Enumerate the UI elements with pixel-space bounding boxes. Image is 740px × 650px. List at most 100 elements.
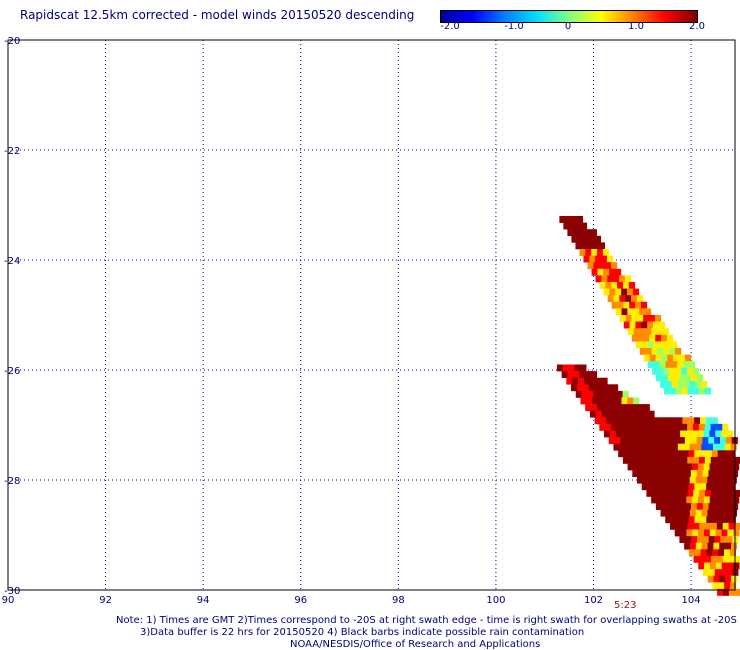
wind-difference-cell bbox=[708, 536, 715, 543]
wind-difference-cell bbox=[588, 235, 596, 243]
wind-difference-cell bbox=[594, 235, 602, 243]
wind-difference-cell bbox=[682, 417, 689, 425]
wind-difference-cell bbox=[697, 430, 704, 438]
wind-difference-cell bbox=[701, 476, 708, 484]
wind-difference-cell bbox=[641, 417, 648, 425]
wind-difference-cell bbox=[607, 275, 614, 283]
wind-difference-cell bbox=[653, 321, 660, 329]
wind-difference-cell bbox=[643, 354, 651, 362]
wind-difference-cell bbox=[721, 562, 728, 570]
wind-difference-cell bbox=[684, 354, 692, 362]
wind-difference-cell bbox=[606, 384, 613, 392]
wind-difference-cell bbox=[711, 483, 719, 491]
wind-difference-cell bbox=[660, 509, 667, 517]
wind-difference-cell bbox=[657, 423, 665, 431]
wind-difference-cell bbox=[593, 390, 600, 398]
wind-difference-cell bbox=[675, 489, 682, 497]
wind-difference-cell bbox=[636, 443, 644, 451]
wind-difference-cell bbox=[713, 509, 720, 517]
wind-difference-cell bbox=[679, 374, 686, 382]
wind-difference-cell bbox=[572, 377, 579, 385]
wind-difference-cell bbox=[689, 381, 696, 388]
wind-difference-cell bbox=[627, 288, 634, 296]
wind-difference-cell bbox=[608, 437, 615, 444]
wind-difference-cell bbox=[612, 384, 619, 392]
wind-difference-cell bbox=[696, 470, 703, 477]
wind-difference-cell bbox=[638, 437, 645, 444]
wind-difference-cell bbox=[585, 371, 592, 378]
wind-difference-cell bbox=[635, 450, 642, 458]
wind-difference-cell bbox=[576, 216, 584, 223]
wind-difference-cell bbox=[718, 549, 725, 557]
wind-difference-cell bbox=[625, 315, 632, 322]
wind-difference-cell bbox=[715, 529, 722, 537]
footer-note-line1: Note: 1) Times are GMT 2)Times correspon… bbox=[116, 615, 737, 626]
wind-difference-cell bbox=[620, 437, 627, 444]
wind-difference-cell bbox=[595, 255, 602, 263]
wind-difference-cell bbox=[659, 483, 666, 491]
wind-difference-cell bbox=[717, 483, 725, 491]
wind-difference-cell bbox=[718, 443, 726, 451]
wind-difference-cell bbox=[653, 483, 660, 491]
wind-difference-cell bbox=[722, 588, 730, 596]
wind-difference-cell bbox=[689, 443, 696, 451]
wind-difference-cell bbox=[720, 536, 727, 543]
wind-difference-cell bbox=[641, 341, 648, 349]
wind-difference-cell bbox=[592, 397, 599, 405]
wind-difference-cell bbox=[616, 390, 623, 398]
wind-difference-cell bbox=[700, 483, 707, 491]
wind-difference-cell bbox=[656, 430, 663, 438]
wind-difference-cell bbox=[631, 315, 638, 322]
wind-difference-cell bbox=[657, 496, 664, 504]
wind-difference-cell bbox=[705, 417, 713, 425]
wind-difference-cell bbox=[652, 456, 659, 464]
wind-difference-cell bbox=[666, 443, 673, 451]
longitude-tick-label: 104 bbox=[682, 595, 701, 606]
wind-difference-cell bbox=[663, 423, 670, 431]
wind-difference-cell bbox=[693, 456, 700, 464]
wind-difference-cell bbox=[670, 450, 678, 458]
wind-difference-cell bbox=[720, 470, 727, 477]
latitude-tick-label: -24 bbox=[4, 256, 20, 267]
wind-difference-cell bbox=[699, 456, 706, 464]
wind-difference-cell bbox=[652, 423, 659, 431]
wind-difference-cell bbox=[702, 437, 709, 444]
wind-difference-cell bbox=[734, 555, 740, 563]
wind-difference-cell bbox=[567, 371, 574, 378]
wind-difference-cell bbox=[714, 536, 721, 543]
wind-difference-cell bbox=[612, 417, 619, 425]
wind-difference-cell bbox=[655, 470, 662, 477]
wind-difference-cell bbox=[681, 387, 688, 395]
wind-difference-cell bbox=[609, 288, 616, 296]
wind-difference-cell bbox=[675, 423, 682, 431]
wind-difference-cell bbox=[709, 463, 716, 471]
wind-difference-cell bbox=[611, 282, 618, 289]
wind-difference-cell bbox=[676, 417, 683, 425]
wind-difference-cell bbox=[619, 315, 626, 322]
wind-difference-cell bbox=[663, 348, 670, 355]
wind-difference-cell bbox=[647, 321, 654, 329]
wind-difference-cell bbox=[619, 295, 626, 303]
wind-difference-cell bbox=[664, 489, 671, 497]
wind-difference-cell bbox=[654, 476, 661, 484]
wind-difference-cell bbox=[629, 450, 637, 458]
wind-difference-cell bbox=[659, 381, 667, 388]
wind-difference-cell bbox=[641, 321, 648, 329]
wind-difference-cell bbox=[651, 367, 659, 375]
wind-difference-cell bbox=[691, 374, 698, 382]
wind-difference-cell bbox=[678, 476, 685, 484]
wind-difference-cell bbox=[682, 450, 689, 458]
wind-difference-cell bbox=[627, 430, 634, 438]
wind-difference-cell bbox=[699, 387, 706, 395]
wind-difference-cell bbox=[708, 470, 715, 477]
wind-difference-cell bbox=[664, 387, 671, 395]
wind-difference-cell bbox=[725, 542, 732, 550]
wind-difference-cell bbox=[675, 367, 682, 375]
wind-difference-cell bbox=[614, 404, 621, 411]
wind-difference-cell bbox=[649, 315, 656, 322]
wind-difference-cell bbox=[595, 377, 602, 385]
wind-difference-cell bbox=[692, 529, 699, 537]
wind-difference-cell bbox=[693, 555, 700, 563]
wind-difference-cell bbox=[716, 489, 723, 497]
